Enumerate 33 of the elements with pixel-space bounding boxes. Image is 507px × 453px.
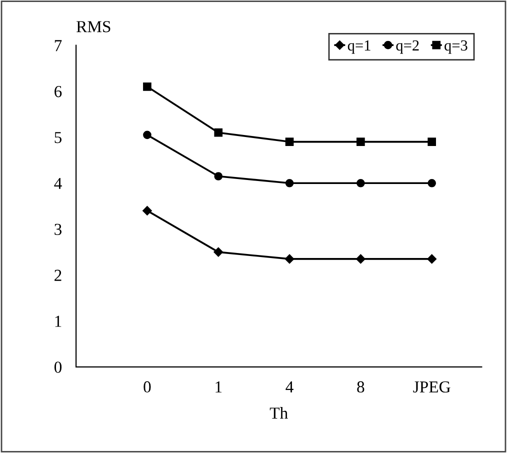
x-tick-label: 8 (357, 381, 364, 393)
legend-label: q=2 (396, 40, 419, 54)
y-tick-label: 4 (54, 178, 62, 189)
point (142, 206, 152, 216)
point (143, 130, 152, 140)
y-tick-label: 1 (55, 316, 62, 327)
y-tick-label: 5 (54, 132, 62, 144)
legend-label: q=3 (444, 40, 468, 54)
point (143, 82, 152, 91)
point (214, 172, 223, 180)
y-tick-label: 2 (54, 270, 62, 281)
y-tick-label: 0 (54, 362, 62, 373)
y-tick-label: 6 (54, 86, 62, 98)
x-tick-label: 1 (216, 381, 222, 392)
y-tick-label: 3 (54, 224, 62, 236)
point (284, 254, 294, 264)
y-axis-title: RMS (76, 21, 110, 32)
x-tick-label: 0 (144, 381, 151, 393)
x-tick-label: 4 (286, 381, 294, 392)
point (214, 247, 223, 257)
x-tick-label: JPEG (413, 381, 450, 393)
point (427, 254, 436, 264)
point (428, 138, 436, 146)
y-tick-label: 7 (54, 40, 62, 52)
point (285, 178, 294, 188)
x-axis-title: Th (270, 407, 288, 419)
point (214, 128, 223, 137)
point (356, 254, 366, 264)
legend-label: q=1 (348, 40, 370, 54)
point (356, 178, 365, 188)
point (428, 178, 436, 188)
point (285, 138, 294, 146)
point (356, 138, 365, 146)
